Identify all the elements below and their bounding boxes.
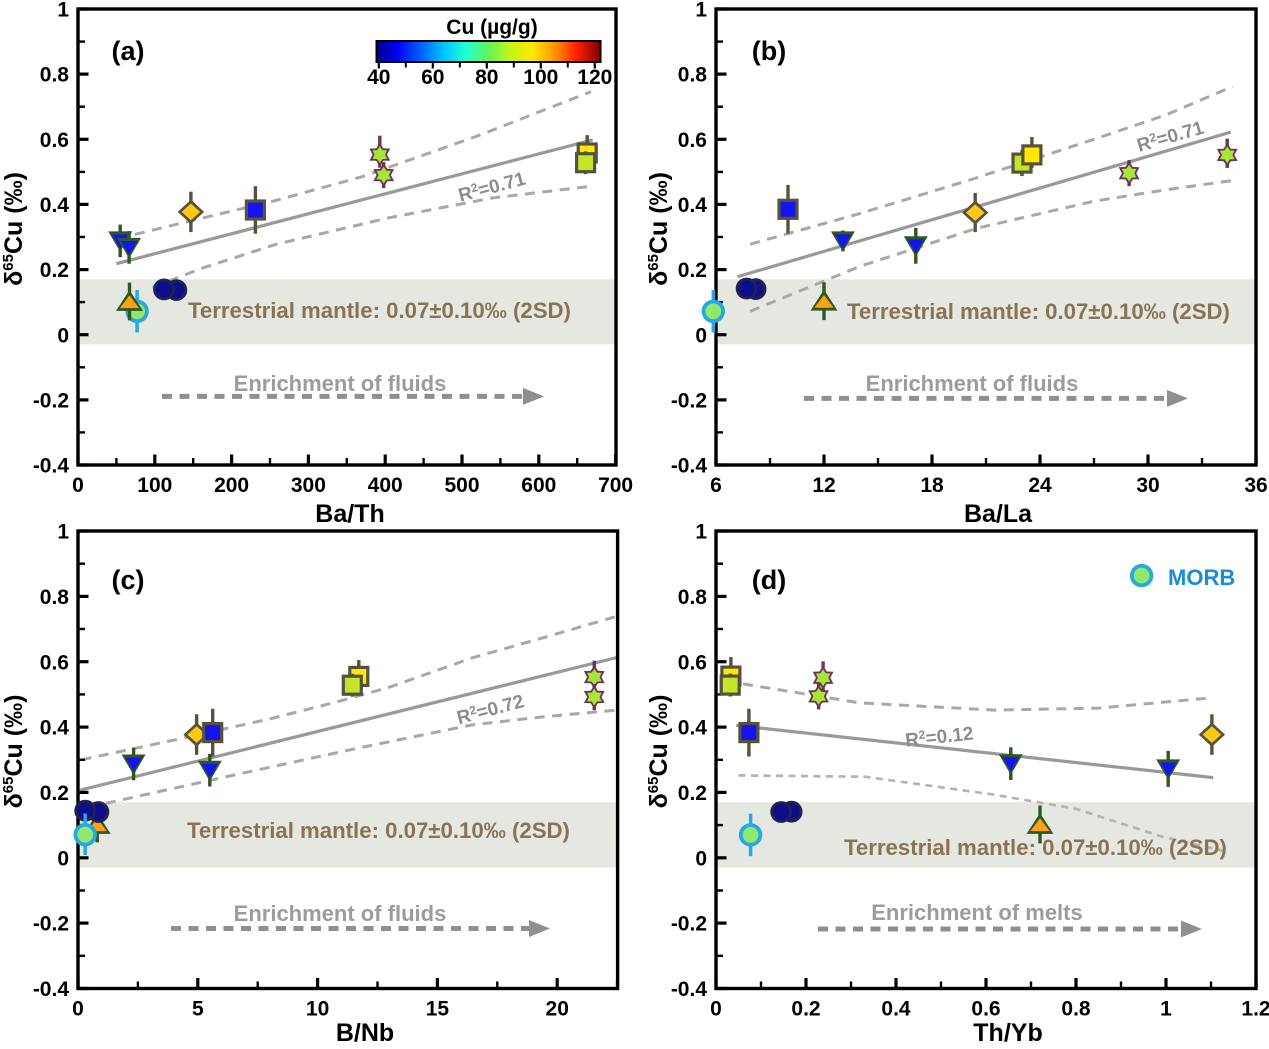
svg-text:600: 600 — [521, 474, 556, 497]
svg-text:-0.4: -0.4 — [671, 455, 708, 478]
svg-text:1: 1 — [1160, 998, 1172, 1021]
svg-text:Th/Yb: Th/Yb — [973, 1019, 1042, 1044]
svg-text:15: 15 — [426, 998, 450, 1021]
svg-text:12: 12 — [812, 474, 835, 497]
svg-text:0.2: 0.2 — [791, 998, 820, 1021]
svg-text:δ65Cu (‰): δ65Cu (‰) — [645, 695, 673, 809]
svg-text:Enrichment of fluids: Enrichment of fluids — [866, 371, 1079, 396]
svg-text:(d): (d) — [752, 565, 786, 595]
svg-text:0.6: 0.6 — [40, 129, 69, 152]
svg-text:-0.4: -0.4 — [33, 455, 70, 478]
svg-text:-0.2: -0.2 — [671, 390, 707, 413]
svg-text:300: 300 — [291, 474, 326, 497]
svg-text:-0.2: -0.2 — [33, 913, 69, 936]
svg-text:0.4: 0.4 — [678, 717, 708, 740]
svg-text:0.2: 0.2 — [678, 259, 707, 282]
svg-text:0: 0 — [710, 998, 722, 1021]
svg-text:(a): (a) — [112, 36, 145, 66]
svg-text:0.2: 0.2 — [40, 259, 69, 282]
svg-text:-0.4: -0.4 — [33, 978, 70, 1001]
svg-text:0: 0 — [695, 847, 707, 870]
svg-text:B/Nb: B/Nb — [336, 1019, 394, 1044]
svg-text:δ65Cu (‰): δ65Cu (‰) — [645, 172, 673, 286]
svg-text:60: 60 — [421, 66, 444, 89]
svg-text:0.4: 0.4 — [40, 194, 70, 217]
svg-text:10: 10 — [306, 998, 329, 1021]
svg-text:-0.4: -0.4 — [671, 978, 708, 1001]
svg-text:1: 1 — [695, 0, 707, 22]
svg-text:700: 700 — [598, 474, 633, 497]
svg-text:-0.2: -0.2 — [671, 913, 707, 936]
svg-text:100: 100 — [137, 474, 172, 497]
svg-text:24: 24 — [1028, 474, 1052, 497]
svg-text:Enrichment of fluids: Enrichment of fluids — [234, 901, 447, 926]
svg-text:0: 0 — [72, 998, 84, 1021]
svg-text:36: 36 — [1244, 474, 1267, 497]
svg-text:120: 120 — [577, 66, 612, 89]
svg-text:6: 6 — [710, 474, 722, 497]
svg-text:200: 200 — [214, 474, 249, 497]
svg-text:0.6: 0.6 — [678, 651, 707, 674]
svg-text:R2=0.12: R2=0.12 — [904, 723, 974, 752]
svg-text:0.8: 0.8 — [40, 64, 70, 87]
svg-text:0.6: 0.6 — [40, 651, 69, 674]
svg-text:1: 1 — [57, 521, 69, 544]
svg-text:Terrestrial mantle: 0.07±0.10‰: Terrestrial mantle: 0.07±0.10‰ (2SD) — [187, 818, 570, 843]
svg-text:1.2: 1.2 — [1241, 998, 1269, 1021]
svg-text:Cu (µg/g): Cu (µg/g) — [446, 16, 537, 39]
svg-text:0.6: 0.6 — [678, 129, 707, 152]
svg-text:1: 1 — [57, 0, 69, 22]
svg-text:Enrichment of fluids: Enrichment of fluids — [234, 371, 447, 396]
svg-text:0.4: 0.4 — [40, 717, 70, 740]
svg-text:Terrestrial mantle: 0.07±0.10‰: Terrestrial mantle: 0.07±0.10‰ (2SD) — [844, 835, 1227, 860]
svg-text:20: 20 — [546, 998, 569, 1021]
svg-text:Ba/Th: Ba/Th — [315, 500, 384, 528]
svg-text:0.6: 0.6 — [971, 998, 1000, 1021]
svg-text:1: 1 — [695, 521, 707, 544]
svg-text:0: 0 — [57, 324, 69, 347]
svg-text:0.2: 0.2 — [678, 782, 707, 805]
svg-text:Terrestrial mantle: 0.07±0.10‰: Terrestrial mantle: 0.07±0.10‰ (2SD) — [188, 298, 571, 323]
svg-text:0.8: 0.8 — [678, 64, 708, 87]
svg-text:0: 0 — [72, 474, 84, 497]
svg-text:MORB: MORB — [1168, 565, 1235, 590]
svg-text:30: 30 — [1136, 474, 1159, 497]
svg-text:0.4: 0.4 — [881, 998, 911, 1021]
svg-text:Ba/La: Ba/La — [964, 500, 1033, 528]
svg-text:0.8: 0.8 — [40, 586, 70, 609]
svg-text:(c): (c) — [112, 565, 145, 595]
svg-text:100: 100 — [523, 66, 558, 89]
svg-text:0.8: 0.8 — [1061, 998, 1091, 1021]
svg-text:18: 18 — [920, 474, 944, 497]
svg-text:0.2: 0.2 — [40, 782, 69, 805]
svg-text:40: 40 — [367, 66, 390, 89]
svg-text:Terrestrial mantle: 0.07±0.10‰: Terrestrial mantle: 0.07±0.10‰ (2SD) — [847, 299, 1230, 324]
svg-text:0.4: 0.4 — [678, 194, 708, 217]
svg-text:400: 400 — [368, 474, 403, 497]
svg-text:0: 0 — [695, 324, 707, 347]
svg-text:0: 0 — [57, 847, 69, 870]
svg-text:-0.2: -0.2 — [33, 390, 69, 413]
svg-text:80: 80 — [475, 66, 498, 89]
svg-text:Enrichment of melts: Enrichment of melts — [871, 900, 1082, 925]
svg-text:0.8: 0.8 — [678, 586, 708, 609]
svg-text:500: 500 — [444, 474, 479, 497]
svg-text:5: 5 — [192, 998, 204, 1021]
svg-text:(b): (b) — [752, 36, 786, 66]
